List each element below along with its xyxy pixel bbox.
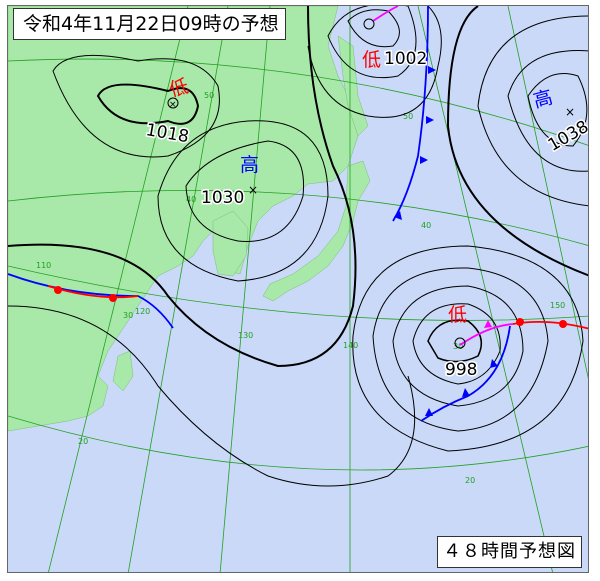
- svg-text:40: 40: [421, 221, 431, 230]
- center-mark-icon: [167, 97, 179, 109]
- pressure-label: 1038: [545, 117, 589, 156]
- cold-front-north: [392, 6, 429, 222]
- svg-text:20: 20: [78, 437, 88, 446]
- center-mark-icon: [454, 337, 466, 349]
- isobars: [8, 6, 588, 487]
- map-title: 令和4年11月22日09時の予想: [13, 8, 286, 40]
- high-symbol: 高: [531, 86, 555, 112]
- land-asia: [8, 6, 359, 432]
- svg-text:40: 40: [186, 195, 196, 204]
- svg-text:50: 50: [204, 91, 214, 100]
- center-x-icon: ×: [565, 105, 575, 119]
- land-taiwan: [112, 350, 134, 392]
- svg-text:30: 30: [123, 311, 133, 320]
- pressure-label: 1030: [201, 188, 244, 208]
- map-canvas: 50 40 30 20 50 40 30 20 110 120 130 140 …: [8, 6, 589, 572]
- center-mark-icon: [363, 18, 375, 30]
- center-x-icon: ×: [248, 183, 258, 197]
- pressure-label: 998: [445, 360, 477, 380]
- stationary-front: [8, 273, 174, 329]
- occluded-front-north: [372, 6, 399, 22]
- svg-text:120: 120: [135, 307, 150, 316]
- land-korea: [212, 210, 249, 277]
- svg-text:140: 140: [343, 341, 358, 350]
- high-symbol: 高: [240, 154, 259, 176]
- svg-text:20: 20: [465, 476, 475, 485]
- low-symbol: 低: [448, 304, 467, 326]
- low-symbol: 低: [362, 49, 381, 71]
- grid-labels: 50 40 30 20 50 40 30 20 110 120 130 140 …: [36, 91, 565, 485]
- svg-text:50: 50: [403, 112, 413, 121]
- land-japan: [262, 160, 371, 302]
- svg-text:110: 110: [36, 261, 51, 270]
- svg-text:130: 130: [238, 331, 253, 340]
- svg-text:150: 150: [550, 301, 565, 310]
- forecast-label: ４８時間予想図: [437, 536, 582, 568]
- pressure-label: 1002: [384, 49, 427, 69]
- center-x-icon: ×: [169, 100, 177, 110]
- svg-text:30: 30: [453, 342, 463, 351]
- fronts: [8, 6, 588, 422]
- weather-map: 50 40 30 20 50 40 30 20 110 120 130 140 …: [7, 5, 589, 573]
